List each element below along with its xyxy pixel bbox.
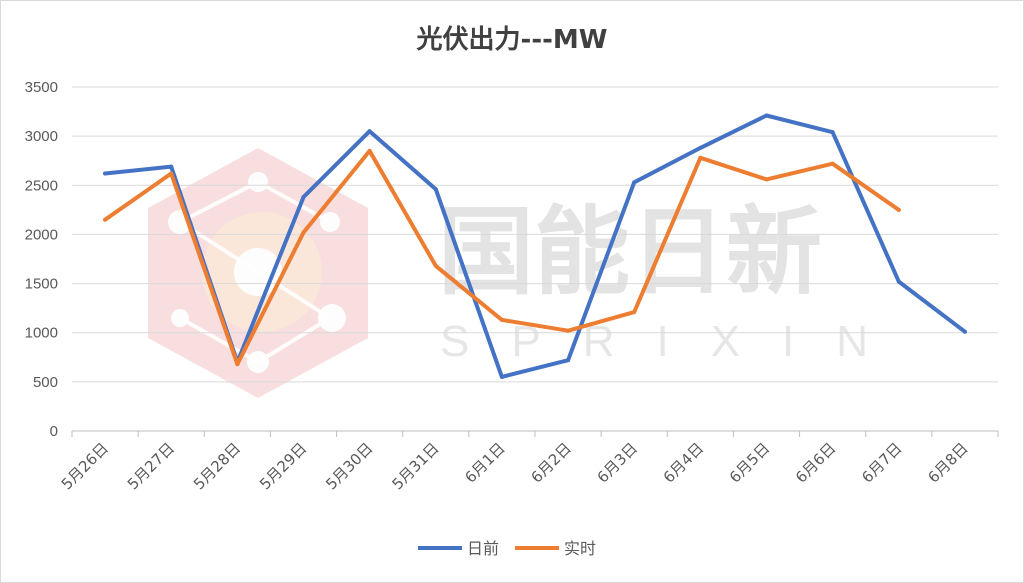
data-point-series-2 — [830, 161, 835, 166]
data-point-series-1 — [698, 145, 703, 150]
data-point-series-1 — [830, 130, 835, 135]
legend-label-series-2: 实时 — [564, 539, 596, 558]
data-point-series-1 — [632, 180, 637, 185]
y-tick-label: 3000 — [25, 128, 58, 145]
x-tick-label: 5月29日 — [256, 439, 310, 493]
corner-logo-icon — [9, 553, 45, 571]
data-point-series-2 — [301, 230, 306, 235]
y-axis: 0 500 1000 1500 2000 2500 3000 3500 — [25, 79, 58, 440]
data-point-series-1 — [764, 113, 769, 118]
series-lines — [103, 113, 967, 379]
x-tick-label: 6月2日 — [527, 439, 574, 486]
data-point-series-1 — [367, 129, 372, 134]
data-point-series-2 — [896, 207, 901, 212]
data-point-series-2 — [566, 328, 571, 333]
y-tick-label: 1000 — [25, 325, 58, 342]
data-point-series-2 — [433, 263, 438, 268]
chart-title: 光伏出力---MW — [416, 25, 608, 55]
legend-label-series-1: 日前 — [467, 539, 499, 558]
x-tick-label: 5月28日 — [190, 439, 244, 493]
x-tick-label: 6月6日 — [792, 439, 839, 486]
x-tick-label: 5月27日 — [124, 439, 178, 493]
legend: 日前 实时 — [418, 539, 596, 558]
data-point-series-1 — [896, 279, 901, 284]
x-tick-label: 5月26日 — [58, 439, 112, 493]
series-line-1 — [103, 113, 967, 379]
y-tick-label: 2000 — [25, 226, 58, 243]
data-point-series-2 — [103, 217, 108, 222]
data-point-series-1 — [962, 329, 967, 334]
x-tick-label: 6月8日 — [924, 439, 971, 486]
x-tick-label: 6月4日 — [660, 439, 707, 486]
y-tick-label: 0 — [50, 423, 58, 440]
data-point-series-2 — [169, 171, 174, 176]
watermark-chinese-text: 国能日新 — [438, 196, 822, 308]
corner-logo: 大数跨境 — [9, 553, 132, 577]
x-tick-label: 6月5日 — [726, 439, 773, 486]
y-tick-label: 500 — [33, 374, 58, 391]
x-axis: 5月26日 5月27日 5月28日 5月29日 5月30日 5月31日 6月1日 6月2日 6月… — [58, 430, 999, 493]
y-tick-label: 3500 — [25, 79, 58, 96]
data-point-series-2 — [367, 148, 372, 153]
data-point-series-1 — [301, 195, 306, 200]
data-point-series-2 — [499, 317, 504, 322]
data-point-series-2 — [235, 362, 240, 367]
y-tick-label: 1500 — [25, 276, 58, 293]
y-tick-label: 2500 — [25, 177, 58, 194]
data-point-series-1 — [433, 187, 438, 192]
data-point-series-2 — [698, 155, 703, 160]
data-point-series-1 — [499, 374, 504, 379]
x-tick-label: 5月31日 — [388, 439, 442, 493]
data-point-series-2 — [632, 310, 637, 315]
x-tick-label: 5月30日 — [322, 439, 376, 493]
watermark-english-text: SPRIXIN — [440, 317, 910, 366]
x-tick-label: 6月1日 — [461, 439, 508, 486]
data-point-series-2 — [764, 177, 769, 182]
data-point-series-1 — [169, 164, 174, 169]
x-tick-label: 6月3日 — [594, 439, 641, 486]
data-point-series-1 — [566, 358, 571, 363]
x-tick-label: 6月7日 — [858, 439, 905, 486]
corner-logo-text: 大数跨境 — [52, 553, 132, 577]
data-point-series-1 — [103, 171, 108, 176]
